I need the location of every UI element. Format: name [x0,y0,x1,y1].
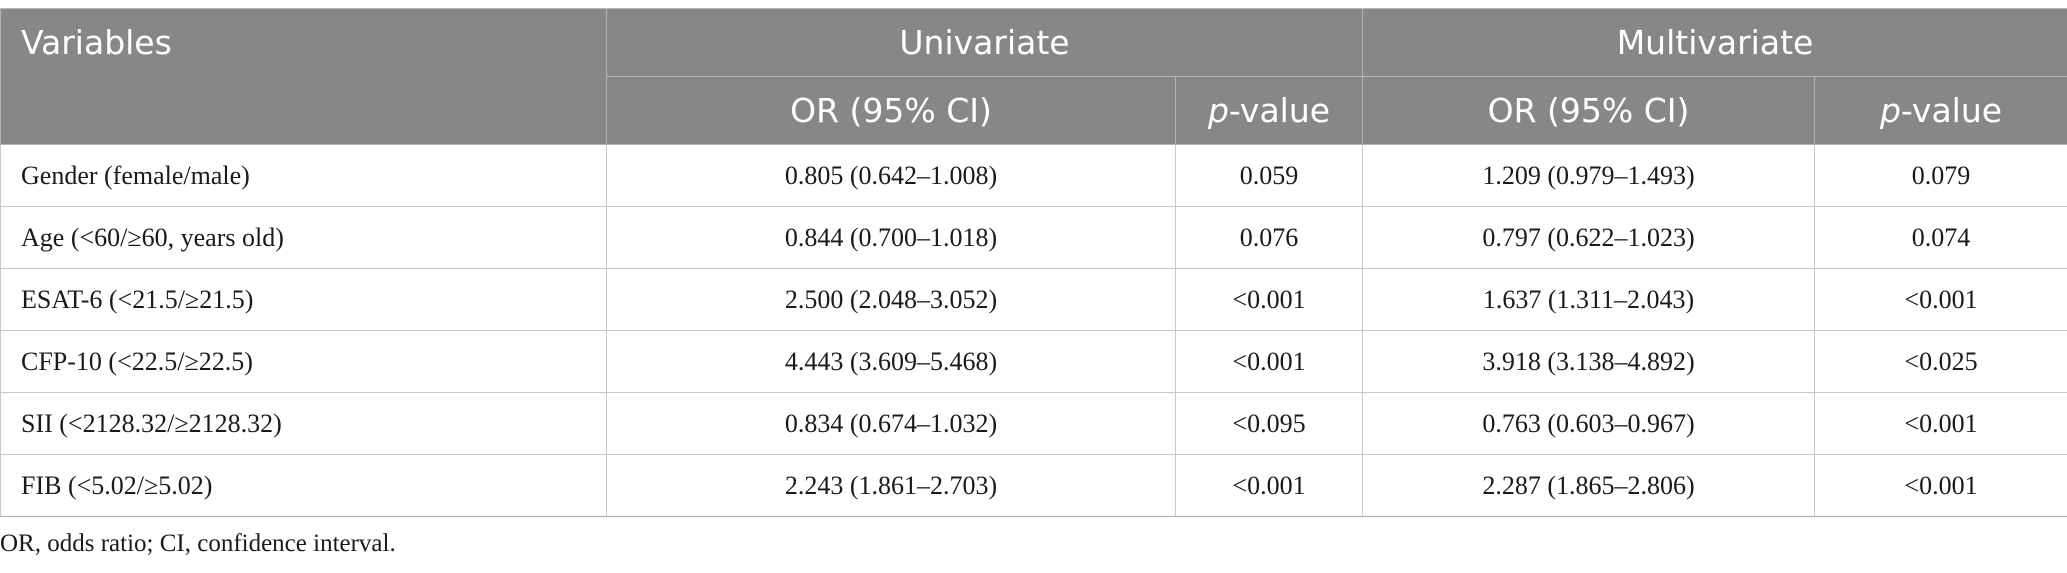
header-multi-p: p-value [1814,76,2067,145]
cell-multi-or: 2.287 (1.865–2.806) [1362,454,1816,517]
table-row: FIB (<5.02/≥5.02) 2.243 (1.861–2.703) <0… [0,454,2067,517]
table-row: SII (<2128.32/≥2128.32) 0.834 (0.674–1.0… [0,392,2067,455]
regression-table: Variables Univariate Multivariate OR (95… [0,8,2067,517]
cell-multi-or: 3.918 (3.138–4.892) [1362,330,1816,393]
table-row: Age (<60/≥60, years old) 0.844 (0.700–1.… [0,206,2067,269]
cell-variable: FIB (<5.02/≥5.02) [0,454,607,517]
cell-multi-or: 1.637 (1.311–2.043) [1362,268,1816,331]
table-body: Gender (female/male) 0.805 (0.642–1.008)… [0,144,2067,517]
cell-uni-or: 0.844 (0.700–1.018) [606,206,1176,269]
header-uni-p-italic: p [1207,91,1229,130]
table-row: ESAT-6 (<21.5/≥21.5) 2.500 (2.048–3.052)… [0,268,2067,331]
cell-multi-or: 0.763 (0.603–0.967) [1362,392,1816,455]
cell-uni-or: 2.243 (1.861–2.703) [606,454,1176,517]
header-uni-or: OR (95% CI) [606,76,1176,145]
cell-multi-or: 1.209 (0.979–1.493) [1362,144,1816,207]
header-univariate: Univariate [605,8,1364,77]
cell-uni-p: 0.059 [1174,144,1364,207]
cell-uni-p: 0.076 [1174,206,1364,269]
header-multivariate: Multivariate [1362,8,2067,77]
header-variables: Variables [0,8,607,145]
cell-multi-p: <0.001 [1814,454,2067,517]
cell-multi-p: 0.079 [1814,144,2067,207]
cell-uni-or: 0.834 (0.674–1.032) [606,392,1176,455]
table-header: Variables Univariate Multivariate OR (95… [0,8,2067,145]
cell-multi-p: 0.074 [1814,206,2067,269]
table-row: CFP-10 (<22.5/≥22.5) 4.443 (3.609–5.468)… [0,330,2067,393]
cell-variable: CFP-10 (<22.5/≥22.5) [0,330,607,393]
cell-variable: Gender (female/male) [0,144,607,207]
header-uni-p: p-value [1174,76,1364,145]
cell-multi-p: <0.001 [1814,392,2067,455]
cell-uni-p: <0.001 [1174,330,1364,393]
cell-uni-p: <0.001 [1174,454,1364,517]
cell-variable: SII (<2128.32/≥2128.32) [0,392,607,455]
cell-uni-p: <0.001 [1174,268,1364,331]
cell-multi-p: <0.001 [1814,268,2067,331]
cell-uni-or: 0.805 (0.642–1.008) [606,144,1176,207]
cell-variable: ESAT-6 (<21.5/≥21.5) [0,268,607,331]
header-multi-p-italic: p [1879,91,1901,130]
header-multi-or: OR (95% CI) [1362,76,1816,145]
cell-multi-p: <0.025 [1814,330,2067,393]
table-footnote: OR, odds ratio; CI, confidence interval. [0,530,396,557]
header-uni-p-rest: -value [1228,91,1331,130]
cell-uni-p: <0.095 [1174,392,1364,455]
cell-variable: Age (<60/≥60, years old) [0,206,607,269]
cell-uni-or: 4.443 (3.609–5.468) [606,330,1176,393]
cell-uni-or: 2.500 (2.048–3.052) [606,268,1176,331]
cell-multi-or: 0.797 (0.622–1.023) [1362,206,1816,269]
header-multi-p-rest: -value [1900,91,2003,130]
table-row: Gender (female/male) 0.805 (0.642–1.008)… [0,144,2067,207]
